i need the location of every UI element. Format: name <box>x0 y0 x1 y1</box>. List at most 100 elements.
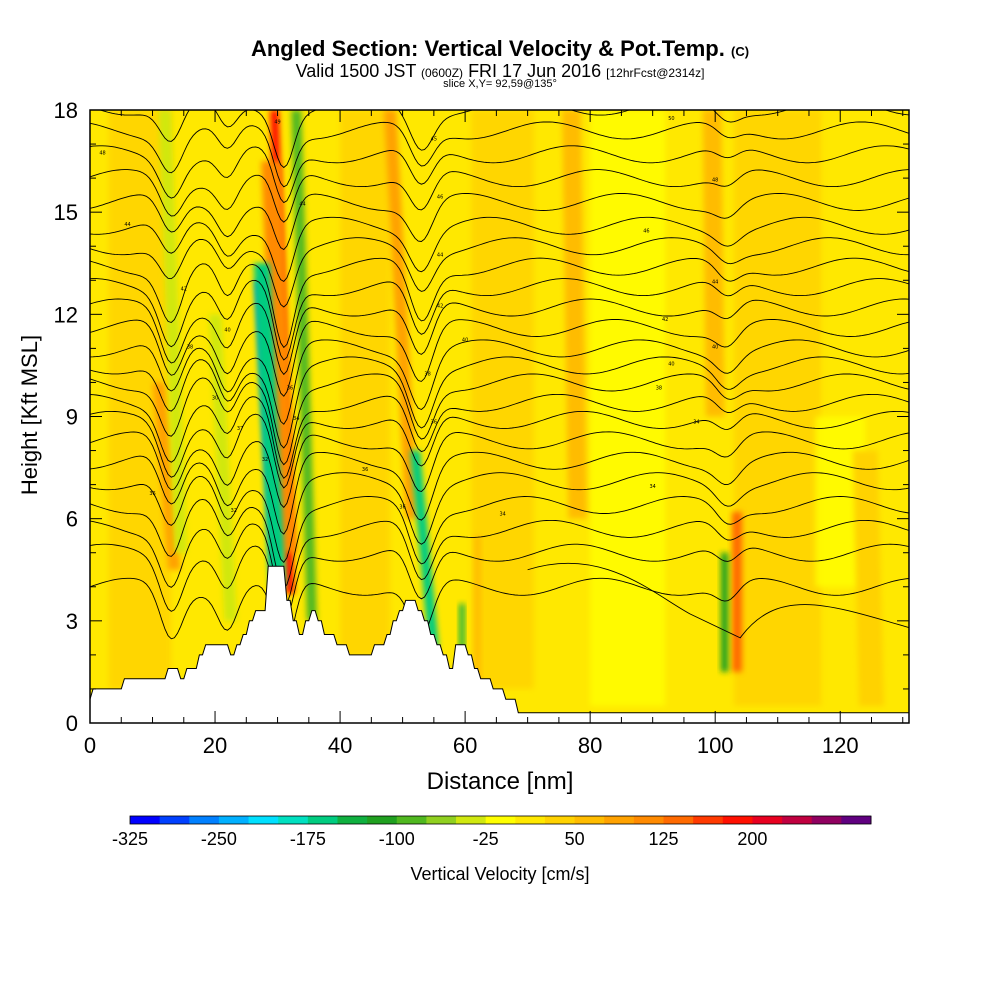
theta-contour-label: 36 <box>149 491 155 497</box>
field-patch <box>733 110 822 706</box>
slice-info: slice X,Y= 92,59@135° <box>443 78 557 90</box>
theta-contour-38 <box>90 393 909 479</box>
x-tick-label: 60 <box>453 733 477 758</box>
subtitle-zulu: (0600Z) <box>421 66 464 80</box>
theta-contour-label: 34 <box>693 419 699 425</box>
theta-contour-label: 48 <box>712 178 718 184</box>
theta-contour-32 <box>90 519 909 608</box>
x-tick-label: 120 <box>822 733 859 758</box>
theta-contour-label: 34 <box>293 416 299 422</box>
theta-contour-label: 44 <box>299 201 305 207</box>
theta-contour-label: 45 <box>431 137 437 143</box>
theta-contour-40 <box>90 356 909 449</box>
theta-contour-51 <box>90 121 909 188</box>
chart-title: Angled Section: Vertical Velocity & Pot.… <box>0 36 1000 62</box>
theta-contour-36 <box>90 431 909 509</box>
updraft-cell <box>702 110 725 417</box>
subtitle-valid: Valid 1500 JST <box>295 61 416 81</box>
colorbar-tick-label: -25 <box>473 829 499 849</box>
theta-contour-35 <box>90 451 909 535</box>
colorbar-swatch <box>604 816 635 824</box>
colorbar-tick-label: -100 <box>379 829 415 849</box>
theta-contour-33 <box>90 496 909 589</box>
theta-contour-label: 36 <box>287 385 293 391</box>
chart-subtitle: Valid 1500 JST (0600Z) FRI 17 Jun 2016 [… <box>0 61 1000 83</box>
chart-title-text: Angled Section: Vertical Velocity & Pot.… <box>250 36 725 61</box>
theta-contour-label: 49 <box>274 120 280 126</box>
colorbar-tick-label: 200 <box>737 829 767 849</box>
theta-contour-label: 42 <box>662 317 668 323</box>
colorbar-swatch <box>633 816 665 824</box>
updraft-cell <box>562 110 588 519</box>
colorbar-swatch <box>189 816 220 824</box>
theta-contour-label: 44 <box>437 252 443 258</box>
subtitle-date: FRI 17 Jun 2016 <box>468 61 602 81</box>
colorbar-frame <box>129 815 872 825</box>
updraft-cell <box>261 161 297 553</box>
updraft-cell <box>474 535 481 689</box>
plot-area: 36 32 37 30 38 40 42 44 48 49 44 45 46 44 42 40 38 36 36 36… <box>90 110 909 723</box>
colorbar-swatch <box>544 816 576 824</box>
theta-contour-39 <box>90 373 909 466</box>
theta-contour-label: 42 <box>437 304 443 310</box>
updraft-cell <box>852 450 884 706</box>
theta-contour-label: 44 <box>712 280 718 286</box>
colorbar-swatch <box>159 816 190 824</box>
theta-contour-label: 36 <box>431 419 437 425</box>
updraft-cell <box>732 511 743 672</box>
theta-contour-label: 32 <box>231 508 237 514</box>
y-tick-label: 15 <box>54 200 78 225</box>
theta-contour-label: 46 <box>437 195 443 201</box>
colorbar-swatch <box>337 816 368 824</box>
y-axis-label: Height [Kft MSL] <box>17 334 42 496</box>
colorbar-swatch <box>130 816 161 824</box>
colorbar-swatch <box>663 816 694 824</box>
theta-contour-label: 37 <box>237 426 243 432</box>
theta-contour-label: 32 <box>262 457 268 463</box>
y-tick-label: 6 <box>66 507 78 532</box>
theta-contour-label: 48 <box>99 150 105 156</box>
theta-contour-46 <box>90 237 909 308</box>
colorbar-swatch <box>278 816 309 824</box>
theta-contour-label: 40 <box>462 338 468 344</box>
colorbar-label: Vertical Velocity [cm/s] <box>410 864 590 884</box>
colorbar-swatch <box>693 816 724 824</box>
theta-contour-label: 40 <box>712 344 718 350</box>
x-tick-label: 20 <box>203 733 227 758</box>
theta-contour-label: 44 <box>124 222 130 228</box>
downdraft-cell <box>459 603 465 655</box>
colorbar-swatch <box>782 816 813 824</box>
colorbar-swatch <box>367 816 398 824</box>
field-patch <box>590 110 666 706</box>
theta-contour-44 <box>90 278 909 361</box>
theta-contour-42 <box>90 318 909 397</box>
theta-contour-49 <box>90 169 909 223</box>
colorbar-swatch <box>456 816 487 824</box>
colorbar-swatch <box>752 816 783 824</box>
theta-contour-label: 38 <box>187 344 193 350</box>
colorbar-swatch <box>485 816 516 824</box>
colorbar-swatch <box>426 816 457 824</box>
colorbar-tick-label: -325 <box>112 829 148 849</box>
theta-contour-50 <box>90 145 909 204</box>
theta-contour-label: 34 <box>649 484 655 490</box>
theta-contour-47 <box>90 216 909 282</box>
colorbar-swatch <box>218 816 250 824</box>
theta-contour-label: 36 <box>362 467 368 473</box>
y-tick-label: 12 <box>54 302 78 327</box>
theta-contour-label: 34 <box>499 511 505 517</box>
y-tick-label: 0 <box>66 711 78 736</box>
chart-title-units: (C) <box>731 44 750 59</box>
theta-contour-45 <box>90 257 909 349</box>
theta-contour-label: 42 <box>181 286 187 292</box>
x-tick-label: 100 <box>697 733 734 758</box>
colorbar-swatch <box>574 816 605 824</box>
colorbar-swatch <box>248 816 279 824</box>
theta-contour-label: 46 <box>643 229 649 235</box>
theta-contour-label: 38 <box>656 385 662 391</box>
downdraft-cell <box>208 314 237 621</box>
subtitle-forecast: [12hrFcst@2314z] <box>606 66 705 80</box>
theta-contour-low <box>527 562 909 639</box>
theta-contour-52 <box>98 110 909 169</box>
